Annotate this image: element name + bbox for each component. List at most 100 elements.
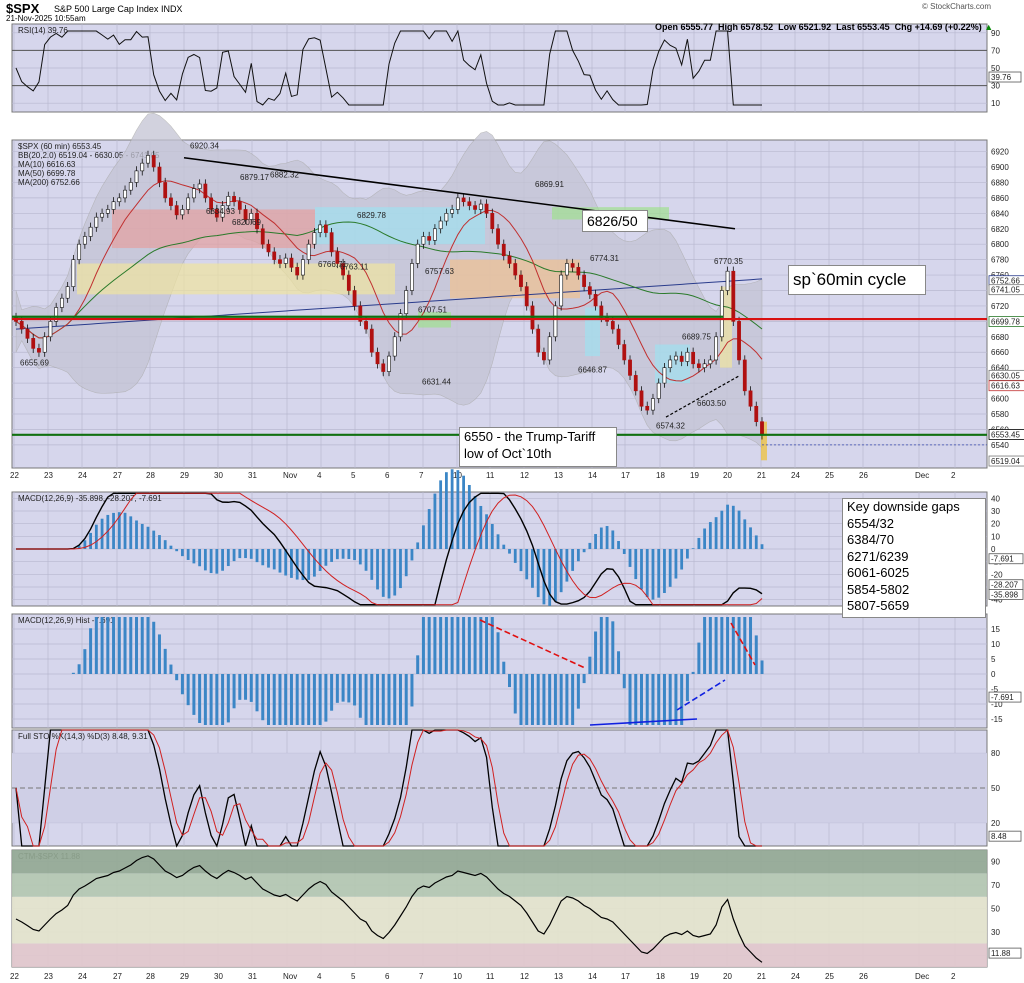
y-tick-label: 6860 (991, 194, 1009, 203)
price-label: 6834.93 (206, 207, 235, 216)
candle-body (123, 189, 127, 199)
x-tick-label: 24 (791, 471, 800, 480)
candle-body (496, 228, 500, 245)
candle-body (737, 321, 741, 361)
price-label: 6646.87 (578, 365, 607, 374)
x-tick-label: 17 (621, 972, 630, 981)
macd-hist-bar (720, 510, 724, 549)
macd-hist-bar (341, 549, 345, 559)
price-label: 6757.63 (425, 267, 454, 276)
macd-hist-bar (169, 545, 173, 549)
y-tick-label: 40 (991, 494, 1000, 503)
price-label: 6655.69 (20, 359, 49, 368)
right-value-label: 6553.45 (991, 430, 1020, 439)
candle-body (323, 224, 328, 233)
candle-body (186, 197, 191, 210)
candle-body (249, 213, 254, 220)
zone-highlight (761, 421, 767, 461)
macd-hist-bar (278, 549, 282, 573)
y-tick-label: 6680 (991, 333, 1009, 342)
hist-bar (347, 674, 351, 703)
macd-hist-bar (680, 549, 684, 570)
x-tick-label: 28 (146, 471, 155, 480)
candle-body (111, 201, 116, 210)
y-tick-label: 70 (991, 881, 1000, 890)
right-value-box (988, 316, 1024, 327)
gap-item: 5807-5659 (847, 598, 910, 613)
candle-body (398, 313, 403, 338)
hist-bar (462, 617, 466, 674)
candle-body (88, 226, 93, 237)
x-tick-label: 7 (419, 972, 424, 981)
hist-bar (645, 674, 649, 725)
ctm-band-mid (12, 873, 987, 897)
hist-bar (410, 674, 414, 707)
price-label: 6689.75 (682, 332, 711, 341)
macd-hist-bar (77, 545, 81, 549)
y-tick-label: 6820 (991, 225, 1009, 234)
x-tick-label: 14 (588, 972, 597, 981)
macd-hist-bar (599, 527, 603, 549)
x-tick-label: 7 (419, 471, 424, 480)
y-tick-label: 6880 (991, 178, 1009, 187)
price-label: 6879.17 (240, 173, 269, 182)
macd-hist-bar (444, 472, 448, 549)
gaps-title: Key downside gaps (847, 499, 960, 514)
candle-body (748, 390, 753, 407)
candle-body (214, 209, 219, 218)
candle-body (220, 205, 225, 218)
macd-hist-bar (513, 549, 517, 563)
candle-body (656, 382, 661, 399)
candle-body (679, 355, 684, 362)
macd-hist-bar (554, 549, 557, 602)
macd-hist-bar (427, 509, 431, 549)
right-value-label: 6699.78 (991, 318, 1020, 327)
x-tick-label: 23 (44, 471, 53, 480)
index-name: S&P 500 Large Cap Index INDX (54, 4, 183, 14)
legend-label: MA(10) 6616.63 (18, 160, 76, 169)
price-label: 6869.91 (535, 180, 564, 189)
hist-bar (559, 674, 563, 725)
candle-body (272, 251, 277, 260)
candle-body (369, 328, 374, 353)
macd-hist-bar (226, 549, 230, 567)
hist-divergence-blue (676, 679, 726, 711)
zone-highlight (112, 209, 315, 249)
candle-body (438, 220, 443, 230)
right-value-box (988, 429, 1024, 440)
hist-divergence-red (730, 622, 756, 666)
candle-body (100, 213, 104, 218)
macd-hist-bar (749, 527, 752, 549)
x-tick-label: 31 (248, 471, 257, 480)
gap-item: 6554/32 (847, 515, 894, 531)
y-tick-label: 6600 (991, 395, 1009, 404)
hist-bar (358, 674, 362, 718)
hist-bar (278, 674, 282, 725)
macd-hist-bar (731, 505, 735, 549)
candle-body (668, 359, 673, 368)
candle-body (415, 243, 420, 264)
hist-bar (703, 617, 707, 674)
x-tick-label: 30 (214, 972, 223, 981)
macd-hist-bar (358, 549, 362, 565)
candle-body (610, 321, 615, 330)
ctm-line (15, 855, 763, 963)
candle-body (266, 243, 271, 253)
x-tick-label: 18 (656, 972, 665, 981)
y-tick-label: 70 (991, 46, 1000, 55)
hist-bar (94, 617, 98, 674)
hist-bar (416, 655, 420, 674)
ma200-line (15, 278, 763, 330)
hist-bar (353, 674, 357, 706)
y-tick-label: 30 (991, 507, 1000, 516)
macd-hist-bar (605, 526, 609, 549)
hist-bar (112, 617, 116, 674)
macd-value-label: -28.207 (991, 581, 1019, 590)
macd-hist-bar (106, 514, 110, 549)
hist-bar (381, 674, 385, 725)
hist-bar (232, 674, 236, 709)
candle-body (490, 213, 495, 230)
candle-body (645, 405, 650, 411)
hist-bar (576, 674, 580, 709)
x-tick-label: 20 (723, 972, 732, 981)
